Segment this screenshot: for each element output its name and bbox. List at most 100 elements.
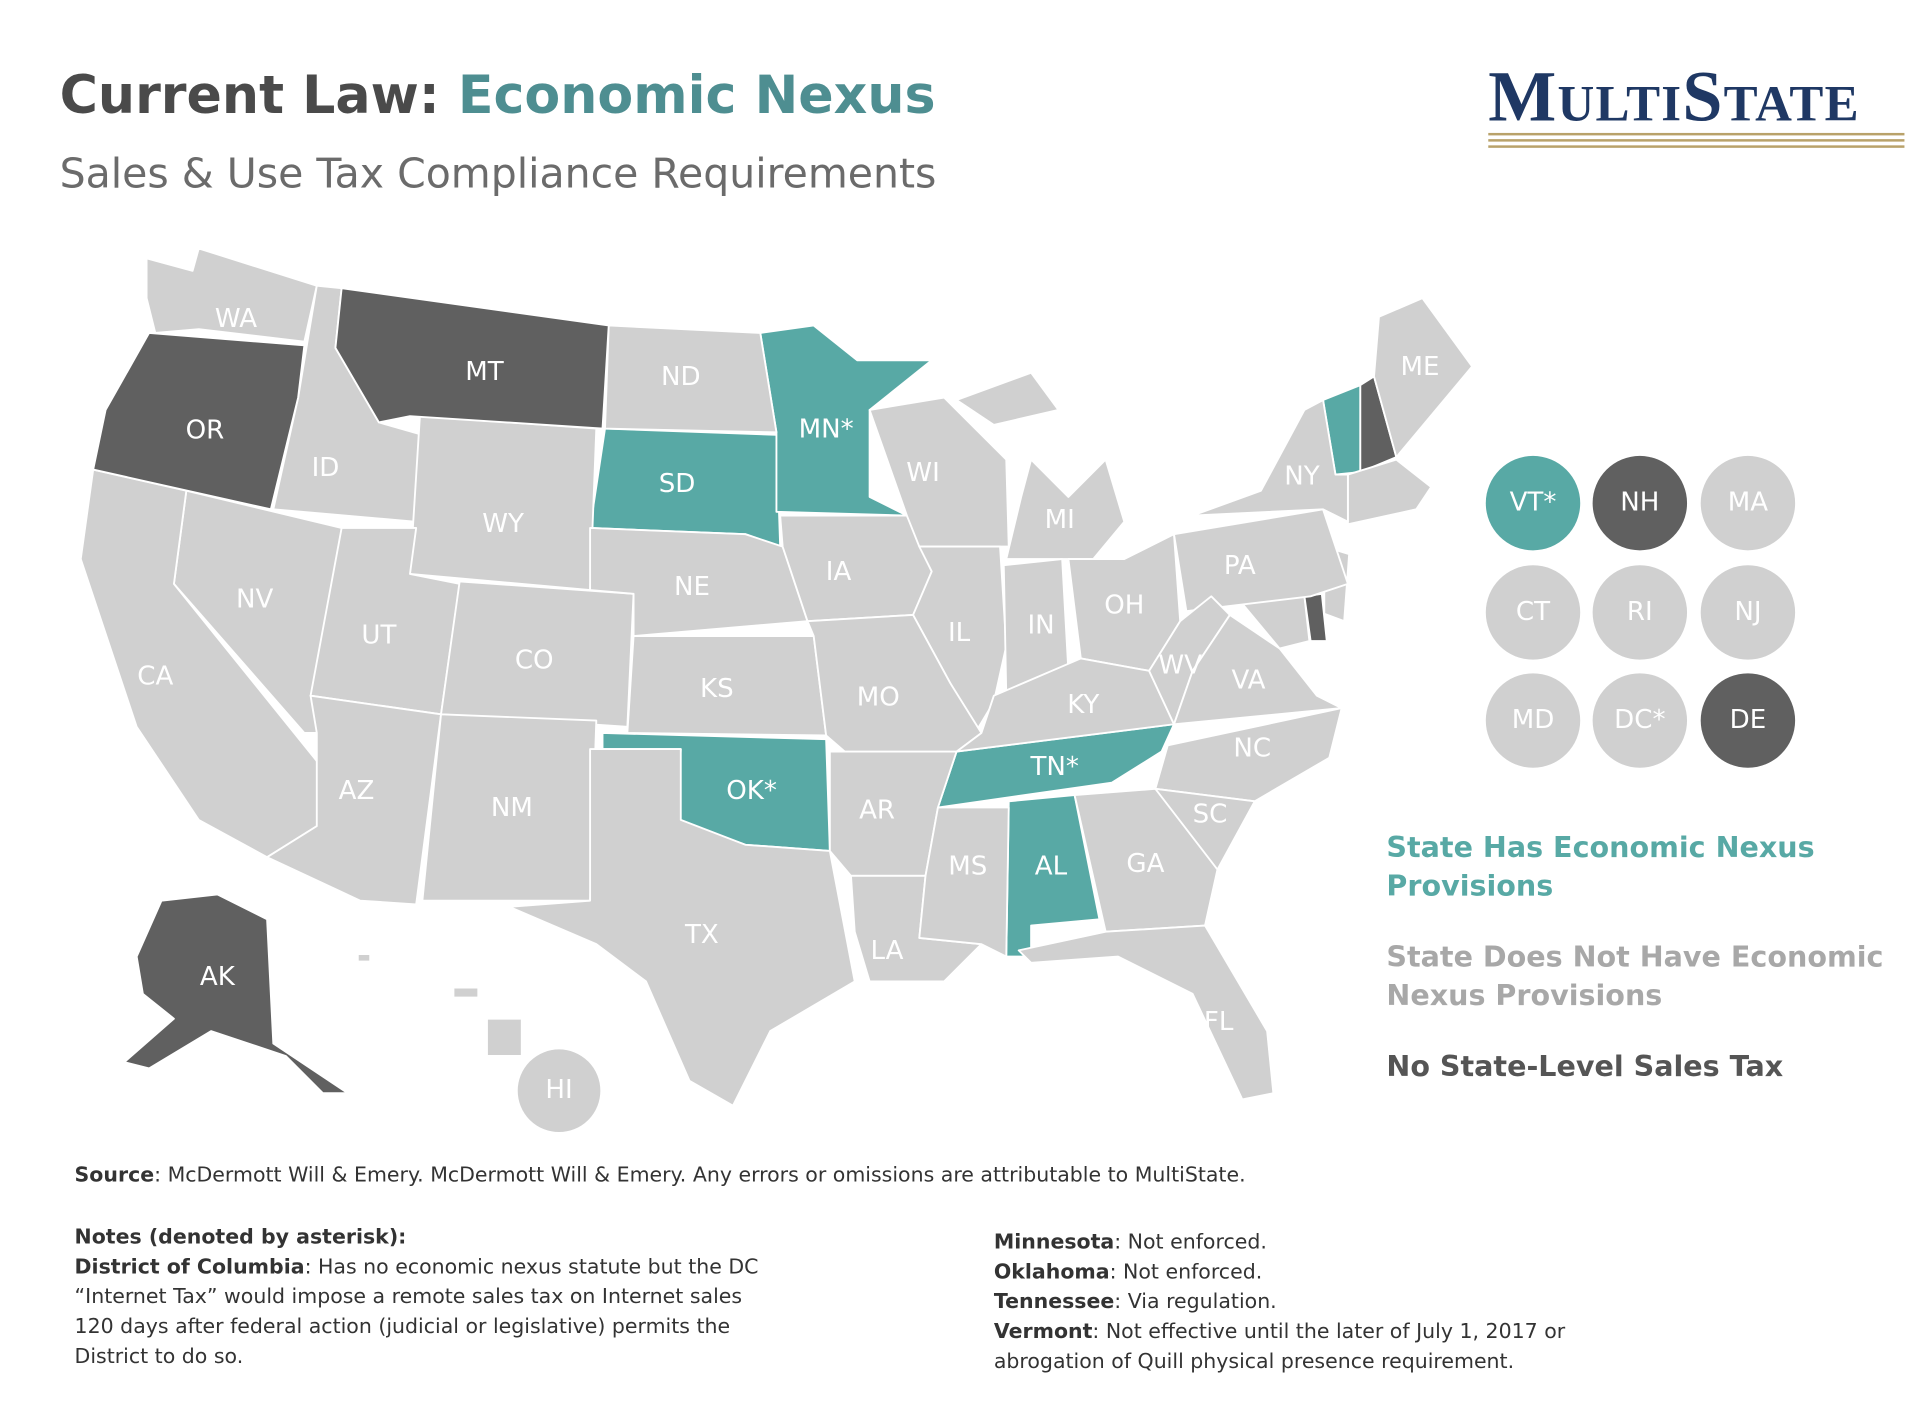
note: Tennessee: Via regulation.	[994, 1287, 1640, 1317]
state-label: ME	[1400, 352, 1439, 382]
note: District of Columbia: Has no economic ne…	[75, 1252, 771, 1371]
state-label: MO	[857, 683, 900, 713]
note-label: Oklahoma	[993, 1259, 1110, 1284]
hi-island	[452, 986, 480, 999]
state-circle	[1485, 673, 1581, 768]
state-label: PA	[1224, 551, 1256, 581]
state-label: NV	[236, 585, 274, 615]
state	[779, 514, 933, 623]
notes-heading: Notes (denoted by asterisk):	[74, 1224, 407, 1249]
state-label: AR	[859, 796, 895, 826]
state	[1191, 399, 1349, 523]
state-circle	[1592, 455, 1688, 551]
state	[92, 332, 306, 511]
state-label: NM	[491, 793, 533, 823]
state	[266, 694, 442, 906]
source-label: Source	[74, 1162, 155, 1187]
state-label: FL	[1204, 1007, 1234, 1037]
title: Current Law: Economic Nexus	[60, 65, 936, 126]
title-highlight: Economic Nexus	[457, 64, 936, 126]
note-text: : Has no economic nexus statute but the …	[74, 1254, 759, 1368]
state-label: VA	[1232, 665, 1266, 695]
state	[508, 748, 856, 1107]
note-label: Minnesota	[993, 1229, 1115, 1254]
state	[409, 415, 598, 592]
state	[1373, 297, 1474, 459]
state-label: OK*	[726, 776, 777, 806]
state	[1017, 924, 1275, 1101]
state-label: IN	[1027, 611, 1054, 641]
state-label: TX	[684, 920, 719, 950]
state-label: WY	[482, 509, 524, 539]
state-circle	[1700, 673, 1796, 768]
state-label: MD	[1512, 705, 1555, 735]
legend-item: No State-Level Sales Tax	[1386, 1050, 1784, 1084]
state-label: SD	[659, 469, 696, 499]
state-label: CO	[515, 645, 554, 675]
state-circle	[1592, 673, 1688, 768]
state-label: KY	[1067, 690, 1099, 720]
state-label: GA	[1126, 849, 1164, 879]
state-label: MI	[1045, 505, 1075, 535]
state	[123, 893, 349, 1095]
hi-island	[486, 1017, 523, 1057]
state-label: DE	[1730, 705, 1767, 735]
state-circle	[1485, 565, 1581, 660]
note-text: : Via regulation.	[1114, 1289, 1277, 1314]
state-label: LA	[871, 936, 904, 966]
state-label: NH	[1620, 488, 1659, 518]
state-label: DC*	[1614, 705, 1665, 735]
state-label: AK	[200, 962, 236, 992]
state-label: OH	[1104, 591, 1144, 621]
note-label: District of Columbia	[74, 1254, 305, 1279]
note-label: Tennessee	[993, 1289, 1115, 1314]
state	[604, 324, 778, 434]
logo: MultiState	[1488, 60, 1905, 148]
state-circle	[1592, 565, 1688, 660]
note: Oklahoma: Not enforced.	[994, 1257, 1640, 1287]
logo-rule	[1488, 132, 1905, 136]
state-label: ND	[661, 362, 701, 392]
state-labels: SD MN* OK* TN* AL WA ID ND WY NV UT CO NE KS IA WI MI IL I…	[137, 304, 1439, 1105]
state	[1005, 458, 1126, 560]
source: Source: McDermott Will & Emery. McDermot…	[75, 1160, 1246, 1190]
state-label: MN*	[799, 414, 854, 444]
state-label: NJ	[1734, 597, 1761, 627]
state	[759, 324, 933, 517]
note: Minnesota: Not enforced.	[994, 1227, 1640, 1257]
note-text: : Not effective until the later of July …	[993, 1319, 1566, 1373]
state-label: WV	[1158, 650, 1202, 680]
state-label: VT*	[1510, 488, 1557, 518]
state-label: TN*	[1029, 752, 1078, 782]
note-text: : Not enforced.	[1109, 1259, 1263, 1284]
legend-item: State Does Not Have Economic Nexus Provi…	[1386, 941, 1884, 1013]
state-label: WA	[215, 304, 257, 334]
hi-island	[356, 953, 372, 963]
state-circle	[515, 1047, 603, 1134]
state-label: MT	[465, 357, 504, 387]
state-label: MA	[1728, 488, 1769, 518]
state	[1073, 787, 1219, 933]
state-label: SC	[1193, 799, 1228, 829]
state-label: WI	[906, 458, 939, 488]
state-label: NC	[1233, 734, 1271, 764]
state-label: MS	[948, 852, 987, 882]
state-label: NE	[674, 572, 710, 602]
notes-left: Notes (denoted by asterisk): District of …	[75, 1222, 771, 1371]
state-label: OR	[186, 416, 225, 446]
state-label: AZ	[339, 776, 375, 806]
state	[918, 806, 1010, 958]
state-label: RI	[1627, 597, 1653, 627]
state-label: IA	[826, 557, 852, 587]
state-label: CT	[1516, 597, 1550, 627]
state-label: KS	[700, 674, 734, 704]
state	[589, 527, 809, 637]
small-state-circles: VT* MA CT RI NJ MD DC* NH DE	[1485, 455, 1796, 768]
state-circle	[1700, 565, 1796, 660]
source-text: : McDermott Will & Emery. McDermott Will…	[154, 1162, 1246, 1187]
state-label: ID	[312, 453, 340, 483]
legend-item: State Has Economic Nexus Provisions	[1386, 832, 1815, 904]
